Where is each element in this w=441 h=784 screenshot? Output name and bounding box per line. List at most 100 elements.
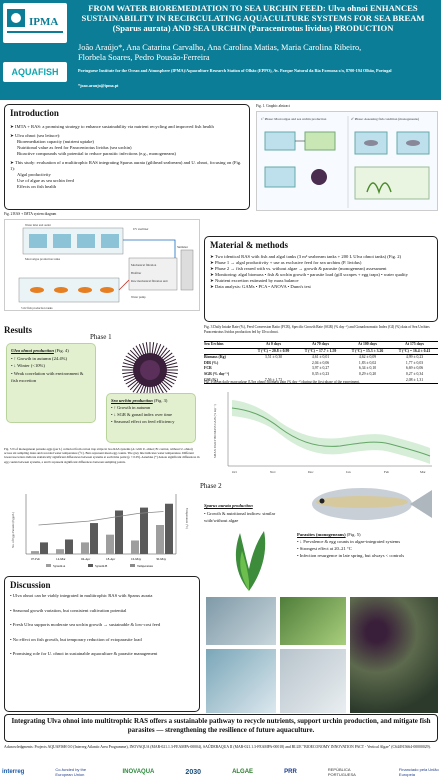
affiliation: Portuguese Institute for the Ocean and A…: [78, 68, 428, 74]
fig5-bar: [81, 542, 89, 554]
fig5-chart: No. of Eggs Parasite (Eggs/L) Temperatur…: [6, 488, 196, 574]
authors: João Araújo*, Ana Catarina Carvalho, Ana…: [78, 43, 418, 63]
ulva-item: • ↑ Growth in autumn (24.4%): [11, 355, 91, 363]
sea-bream-image: [300, 482, 434, 524]
inovaqua-logo: INOVAQUA: [122, 769, 154, 775]
ipma-logo: IPMA: [3, 3, 67, 43]
interreg-logo: interreg: [2, 769, 24, 775]
parasites-box: Parasites (monogeneans) (Fig. 5) • ↓ Pre…: [292, 528, 438, 592]
poster-header: IPMA AQUAFISH FROM WATER BIOREMEDIATION …: [0, 0, 441, 100]
fig5-bar: [56, 549, 64, 554]
svg-text:Macroalgae production tanks: Macroalgae production tanks: [25, 257, 61, 261]
mar2030-logo: 2030: [185, 769, 201, 776]
svg-text:Jan: Jan: [346, 470, 351, 474]
fig5-bar: [140, 508, 148, 554]
graphic-abstract-diagram: 1º Phase: Macroalgae and sea urchin prod…: [257, 112, 439, 212]
urchin-item: • ↓ SGR & gonad index over time: [111, 411, 191, 418]
results-title: Results: [4, 325, 32, 335]
svg-text:2º Phase: Assessing fish condi: 2º Phase: Assessing fish condition (mono…: [351, 117, 419, 121]
photo-ulva-tank: [280, 597, 346, 645]
fig5-bar: [156, 525, 164, 554]
svg-text:Mar: Mar: [420, 470, 427, 474]
svg-text:Mechanical filtration: Mechanical filtration: [131, 263, 157, 267]
conclusion-banner: Integrating Ulva ohnoi into multitrophic…: [4, 714, 438, 742]
fig5-bar: [165, 504, 173, 554]
eu-cofunded-logo: Co-funded by the European Union: [55, 767, 91, 777]
republica-logo: REPÚBLICA PORTUGUESA: [328, 767, 368, 777]
fig5-bar: [131, 540, 139, 554]
fig5-bar: [31, 551, 39, 554]
fig4-chart: MEAN DAILY BIOMASS GAIN (% day⁻¹) Oct No…: [210, 388, 436, 478]
discussion-item: • Fresh Ulva supports moderate sea urchi…: [10, 622, 194, 629]
discussion-box: Discussion • Ulva ohnoi can be viably in…: [4, 576, 200, 712]
svg-text:Raw mechanical filtration unit: Raw mechanical filtration unit: [131, 279, 168, 283]
ras-diagram-svg: Water inlet and outlet UV sterilizer Mac…: [5, 220, 201, 312]
fig5-x-tick: 14-Mar: [56, 557, 66, 561]
ulva-production-box: Ulva ohnoi production (Fig. 4) • ↑ Growt…: [6, 343, 96, 423]
svg-text:Biofilter: Biofilter: [131, 271, 141, 275]
sparus-item: • Growth & nutritional indices: similar …: [204, 510, 286, 525]
svg-text:Skimmer: Skimmer: [177, 245, 188, 249]
urchin-item: • Seasonal effect on feed efficiency: [111, 418, 191, 425]
intro-point-1: ➤ IMTA + RAS: a promising strategy to en…: [10, 124, 244, 130]
fig5-y2label: Temperature (°C): [185, 508, 189, 529]
discussion-item: • Promising role for U. ohnoi in sustain…: [10, 651, 194, 658]
fig5-bar: [40, 542, 48, 554]
footer-logos: interreg Co-funded by the European Union…: [2, 761, 439, 783]
poster-title: FROM WATER BIOREMEDIATION TO SEA URCHIN …: [72, 3, 434, 34]
table-subheader-row: T (°C) = 20.8 ± 0.99 T (°C) = 17.7 ± 1.5…: [204, 349, 438, 356]
fig5-x-tick: 07-Feb: [31, 557, 40, 561]
fig5-bar: [106, 535, 114, 554]
fig5-x-tick: 04-Apr: [81, 557, 91, 561]
fig5-bar: [90, 523, 98, 554]
intro-sub-item: Bioactive compounds with potential to re…: [17, 151, 244, 157]
ras-diagram: Water inlet and outlet UV sterilizer Mac…: [4, 219, 200, 311]
discussion-item: • Ulva ohnoi can be viably integrated in…: [10, 593, 194, 600]
svg-text:UV sterilizer: UV sterilizer: [133, 227, 149, 231]
fig5-x-tick: 30-May: [156, 557, 166, 561]
ulva-item: • Weak correlation with environment & fi…: [11, 370, 91, 385]
photo-urchins: [350, 597, 438, 713]
svg-text:IPMA: IPMA: [29, 16, 58, 28]
parasite-item: • Strongest effect at 20–21 °C: [297, 545, 433, 552]
discussion-title: Discussion: [10, 580, 194, 590]
graphic-abstract: 1º Phase: Macroalgae and sea urchin prod…: [256, 111, 438, 211]
photo-fish-tank: [206, 649, 276, 713]
fig5-ylabel: No. of Eggs Parasite (Eggs/L): [11, 512, 15, 548]
fig2-caption: Fig. 2 RAS + IMTA system diagram: [4, 212, 56, 217]
ulva-seaweed-image: [226, 525, 272, 591]
email: *joao.araujo@ipma.pt: [78, 83, 118, 88]
ulva-item: • ↓ Winter (<10%): [11, 362, 91, 370]
ipma-logo-icon: IPMA: [3, 3, 67, 43]
svg-text:Water pump: Water pump: [131, 295, 146, 299]
parasite-item: • Infection resurgence in late spring, b…: [297, 552, 433, 559]
methods-box: Material & methods ➤ Two identical RAS w…: [204, 236, 438, 322]
svg-text:5 m³ fish production tanks: 5 m³ fish production tanks: [21, 306, 53, 310]
intro-sub-item: Effects on fish health: [17, 184, 244, 190]
svg-text:MEAN DAILY BIOMASS GAIN (% day: MEAN DAILY BIOMASS GAIN (% day⁻¹): [213, 404, 217, 458]
seaweed-icon: [226, 525, 272, 591]
fig5-bar-chart: No. of Eggs Parasite (Eggs/L) Temperatur…: [6, 488, 196, 574]
fig5-legend-label: Temperature: [137, 564, 154, 568]
svg-text:Nov: Nov: [270, 470, 276, 474]
fig4-line-chart: MEAN DAILY BIOMASS GAIN (% day⁻¹) Oct No…: [210, 388, 436, 478]
fig5-x-tick: 18-Apr: [106, 557, 116, 561]
phase2-label: Phase 2: [200, 482, 222, 490]
fig5-legend-swatch: [88, 564, 93, 567]
discussion-item: • No effect on fish growth, but temporar…: [10, 637, 194, 644]
photo-tanks: [206, 597, 276, 645]
sea-bream-icon: [300, 482, 434, 524]
svg-text:1º Phase: Macroalgae and sea u: 1º Phase: Macroalgae and sea urchin prod…: [261, 117, 327, 121]
fig5-x-tick: 16-May: [131, 557, 141, 561]
urchin-production-box: Sea urchin production (Fig. 3) • ↑ Growt…: [106, 393, 196, 443]
fig5-legend-label: System B: [95, 564, 107, 568]
algae-logo: ALGAE: [232, 769, 253, 775]
acknowledgments: Acknowledgments: Projects AQUAFISH 0.0 (…: [4, 745, 438, 750]
table-header-row: Sea Urchins At 0 days At 70 days At 100 …: [204, 341, 438, 349]
fig5-caption: Fig. 5 N of monogenean parasite eggs (pe…: [4, 447, 200, 464]
urchin-item: • ↑ Growth in autumn: [111, 404, 191, 411]
photo-fish: [280, 649, 346, 713]
table3: Sea Urchins At 0 days At 70 days At 100 …: [204, 341, 438, 384]
fig1-caption: Fig. 1. Graphic abstract: [256, 104, 290, 109]
svg-text:Dec: Dec: [308, 470, 314, 474]
